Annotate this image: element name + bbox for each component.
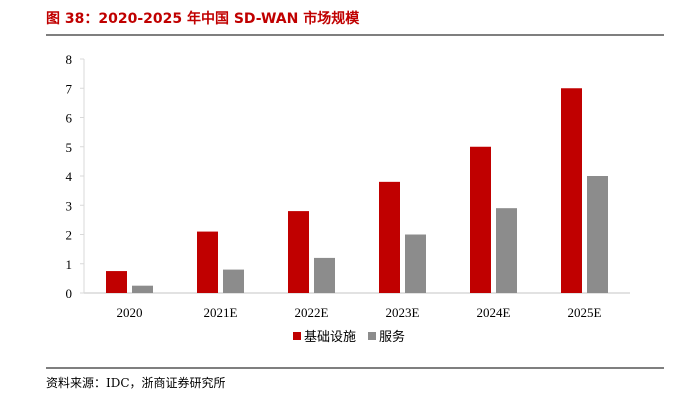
bar-infrastructure	[288, 211, 309, 293]
y-tick-label: 0	[66, 286, 73, 301]
bar-service	[496, 208, 517, 293]
x-tick-label: 2025E	[568, 305, 602, 320]
legend-swatch	[368, 332, 376, 340]
x-tick-label: 2022E	[295, 305, 329, 320]
bar-service	[314, 257, 335, 293]
bar-infrastructure	[561, 88, 582, 293]
legend-label: 基础设施	[304, 330, 356, 345]
top-divider	[46, 34, 664, 36]
x-tick-label: 2024E	[477, 305, 511, 320]
bar-infrastructure	[106, 271, 127, 293]
bar-infrastructure	[470, 146, 491, 293]
bar-infrastructure	[379, 181, 400, 293]
y-tick-label: 1	[66, 257, 73, 272]
x-tick-label: 2023E	[386, 305, 420, 320]
y-tick-label: 8	[66, 52, 73, 67]
y-axis: 0 1 2 3 4 5 6 7 8	[66, 52, 85, 301]
y-tick-label: 7	[66, 81, 73, 96]
y-tick-label: 2	[66, 228, 73, 243]
bar-service	[587, 176, 608, 293]
legend-swatch	[293, 332, 301, 340]
bottom-divider	[46, 367, 664, 369]
figure-title: 图 38：2020-2025 年中国 SD-WAN 市场规模	[46, 11, 360, 27]
y-tick-label: 5	[66, 140, 73, 155]
x-axis: 2020 2021E 2022E 2023E 2024E 2025E	[84, 292, 630, 320]
bar-service	[223, 269, 244, 293]
bar-service	[132, 285, 153, 293]
y-tick-label: 6	[66, 111, 73, 126]
x-tick-label: 2021E	[204, 305, 238, 320]
legend-label: 服务	[379, 329, 405, 345]
y-tick-label: 3	[66, 198, 73, 213]
bar-service	[405, 234, 426, 293]
legend: 基础设施 服务	[293, 329, 405, 345]
source-note: 资料来源：IDC，浙商证券研究所	[46, 376, 226, 390]
y-tick-label: 4	[66, 169, 73, 184]
bars	[106, 88, 608, 293]
bar-infrastructure	[197, 231, 218, 293]
x-tick-label: 2020	[117, 305, 143, 320]
